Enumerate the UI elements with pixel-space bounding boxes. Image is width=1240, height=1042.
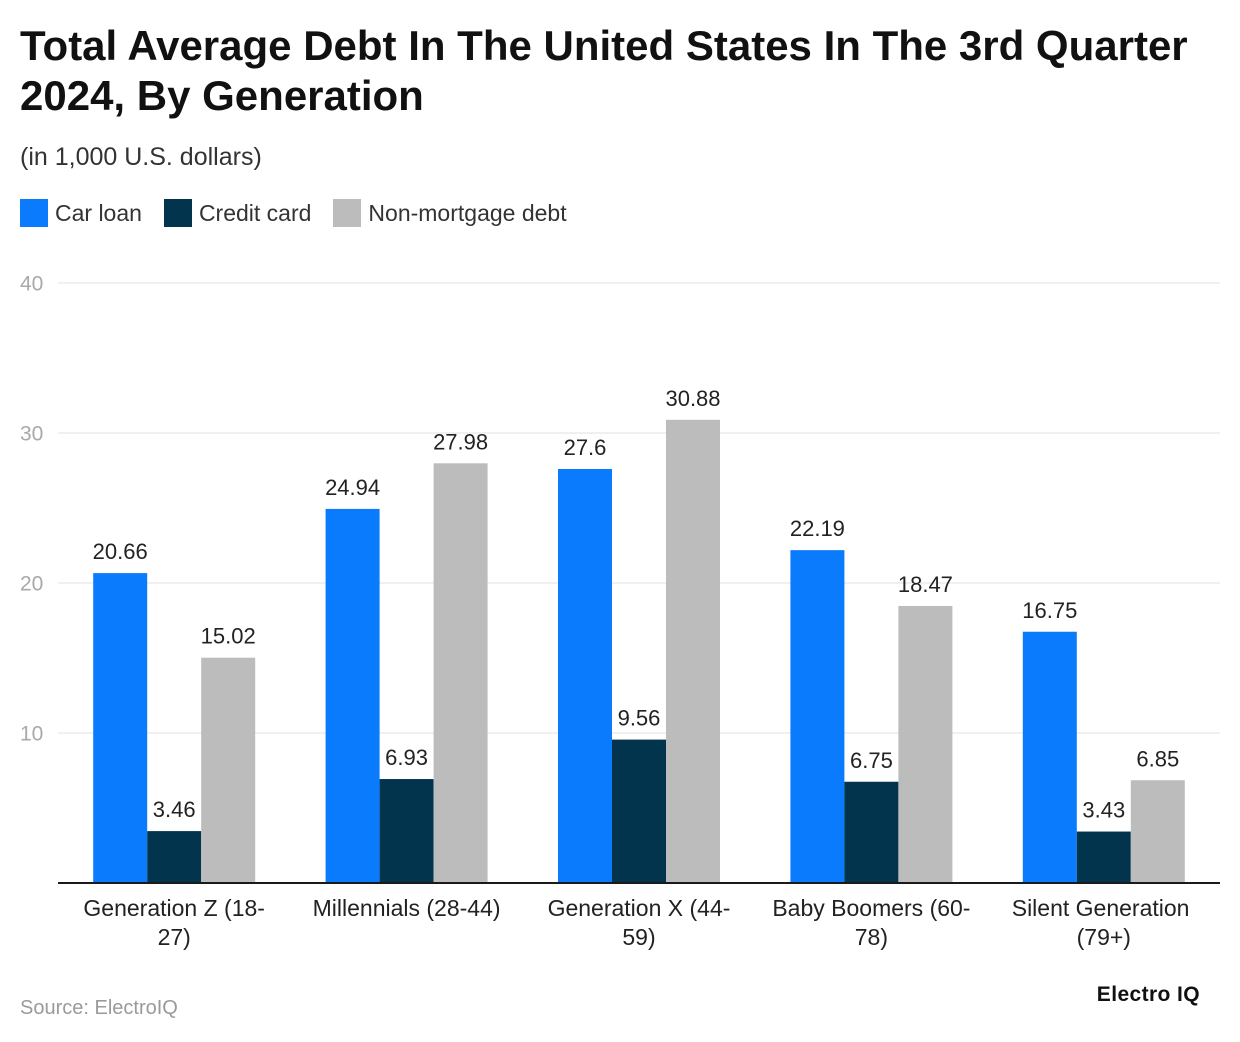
legend-item-non-mortgage-debt: Non-mortgage debt	[333, 198, 567, 227]
legend-label-car-loan: Car loan	[55, 199, 142, 226]
value-label-non-mortgage-debt-generation-z-18-27: 15.02	[201, 624, 256, 649]
value-label-car-loan-millennials-28-44: 24.94	[325, 475, 380, 500]
bar-car-loan-silent-generation-79	[1022, 631, 1077, 883]
value-labels: 20.66 3.46 15.02 24.94 6.93 27.98 27.6 9.56 30.8…	[93, 386, 1180, 823]
bar-group-generation-z-18-27	[93, 573, 256, 883]
category-label-millennials-28-44: Millennials (28-44)	[313, 895, 501, 921]
value-label-car-loan-generation-z-18-27: 20.66	[93, 539, 148, 564]
value-label-non-mortgage-debt-silent-generation-79: 6.85	[1136, 746, 1179, 771]
bar-non-mortgage-debt-generation-z-18-27	[201, 657, 256, 883]
category-label-generation-x-44-59: Generation X (44- 59)	[548, 895, 731, 950]
bar-credit-card-baby-boomers-60-78	[844, 781, 899, 883]
bar-non-mortgage-debt-silent-generation-79	[1130, 780, 1185, 883]
category-label-line: Millennials (28-44)	[313, 895, 501, 921]
legend-item-car-loan: Car loan	[20, 198, 142, 227]
legend-label-credit-card: Credit card	[198, 199, 312, 226]
category-label-line: (79+)	[1077, 924, 1131, 950]
value-label-credit-card-generation-x-44-59: 9.56	[618, 706, 661, 731]
value-label-non-mortgage-debt-millennials-28-44: 27.98	[433, 429, 488, 454]
value-label-non-mortgage-debt-generation-x-44-59: 30.88	[665, 386, 720, 411]
bar-credit-card-generation-z-18-27	[147, 831, 202, 883]
category-labels: Generation Z (18- 27) Millennials (28-44) G…	[83, 895, 1195, 950]
bar-group-millennials-28-44	[325, 463, 488, 883]
bar-car-loan-generation-x-44-59	[558, 469, 612, 883]
brand-logo: Electro IQ	[1096, 983, 1200, 1006]
legend-swatch-credit-card	[163, 198, 192, 227]
legend-swatch-non-mortgage-debt	[333, 198, 362, 227]
category-label-baby-boomers-60-78: Baby Boomers (60- 78)	[772, 895, 970, 950]
value-label-credit-card-millennials-28-44: 6.93	[385, 745, 428, 770]
category-label-line: 59)	[622, 924, 655, 950]
y-tick-label-30: 30	[20, 423, 43, 446]
bars	[93, 419, 1185, 883]
bar-group-generation-x-44-59	[558, 419, 720, 883]
bar-car-loan-generation-z-18-27	[93, 573, 148, 883]
y-tick-label-10: 10	[20, 723, 43, 746]
value-label-credit-card-silent-generation-79: 3.43	[1082, 798, 1125, 823]
category-label-line: Baby Boomers (60-	[772, 895, 970, 921]
value-label-non-mortgage-debt-baby-boomers-60-78: 18.47	[898, 572, 953, 597]
category-label-generation-z-18-27: Generation Z (18- 27)	[83, 895, 265, 950]
chart-title: Total Average Debt In The United States …	[20, 22, 1188, 119]
bar-car-loan-baby-boomers-60-78	[790, 550, 845, 883]
chart-subtitle: (in 1,000 U.S. dollars)	[20, 143, 262, 171]
source-note: Source: ElectroIQ	[20, 997, 178, 1019]
bar-credit-card-millennials-28-44	[379, 779, 434, 883]
bar-chart: 10 20 30 40 20.66 3.46 15.02 24.94 6.93 27.98 27.6…	[20, 273, 1220, 950]
category-label-line: Generation X (44-	[548, 895, 731, 921]
bar-group-baby-boomers-60-78	[790, 550, 953, 883]
legend: Car loan Credit card Non-mortgage debt	[20, 198, 589, 227]
bar-group-silent-generation-79	[1022, 631, 1185, 883]
category-label-line: 27)	[158, 924, 191, 950]
y-tick-label-40: 40	[20, 273, 43, 296]
y-tick-label-20: 20	[20, 573, 43, 596]
value-label-car-loan-silent-generation-79: 16.75	[1022, 598, 1077, 623]
category-label-silent-generation-79: Silent Generation (79+)	[1012, 895, 1196, 950]
category-label-line: Generation Z (18-	[83, 895, 265, 921]
value-label-car-loan-generation-x-44-59: 27.6	[564, 435, 607, 460]
category-label-line: 78)	[855, 924, 888, 950]
legend-label-non-mortgage-debt: Non-mortgage debt	[368, 199, 567, 226]
bar-non-mortgage-debt-baby-boomers-60-78	[898, 605, 953, 883]
bar-non-mortgage-debt-generation-x-44-59	[666, 419, 720, 883]
value-label-car-loan-baby-boomers-60-78: 22.19	[790, 516, 845, 541]
category-label-line: Silent Generation	[1012, 895, 1196, 921]
bar-credit-card-generation-x-44-59	[612, 739, 666, 883]
legend-item-credit-card: Credit card	[163, 198, 312, 227]
value-label-credit-card-baby-boomers-60-78: 6.75	[850, 748, 893, 773]
bar-credit-card-silent-generation-79	[1076, 831, 1131, 883]
value-label-credit-card-generation-z-18-27: 3.46	[153, 797, 196, 822]
bar-car-loan-millennials-28-44	[325, 508, 380, 883]
legend-swatch-car-loan	[20, 198, 48, 227]
bar-non-mortgage-debt-millennials-28-44	[433, 463, 488, 883]
